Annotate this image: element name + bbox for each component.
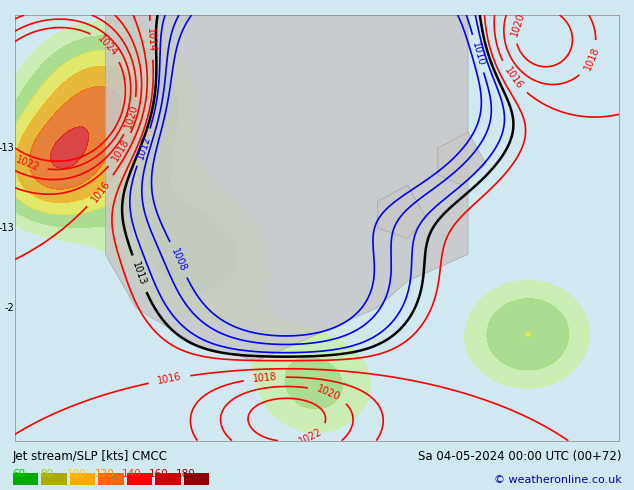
Text: 80: 80: [40, 469, 53, 479]
Text: 1008: 1008: [169, 246, 188, 273]
Text: 1018: 1018: [110, 137, 132, 163]
Text: 140: 140: [122, 469, 141, 479]
Text: 180: 180: [176, 469, 196, 479]
Text: 120: 120: [94, 469, 114, 479]
Text: Jet stream/SLP [kts] CMCC: Jet stream/SLP [kts] CMCC: [13, 450, 167, 463]
Text: 100: 100: [67, 469, 87, 479]
Text: 1012: 1012: [135, 134, 152, 160]
Text: 1020: 1020: [509, 11, 526, 38]
Text: 1022: 1022: [14, 155, 41, 173]
Text: 1016: 1016: [502, 65, 524, 91]
Text: © weatheronline.co.uk: © weatheronline.co.uk: [494, 475, 621, 485]
Text: -13: -13: [0, 143, 15, 153]
Text: 60: 60: [13, 469, 26, 479]
Text: Sa 04-05-2024 00:00 UTC (00+72): Sa 04-05-2024 00:00 UTC (00+72): [418, 450, 621, 463]
Text: 1013: 1013: [131, 261, 148, 287]
Text: 1018: 1018: [582, 46, 601, 72]
Text: -13: -13: [0, 223, 15, 233]
Text: 1024: 1024: [95, 33, 119, 58]
Text: 1020: 1020: [123, 103, 140, 129]
Text: 1010: 1010: [470, 41, 486, 67]
Text: -2: -2: [4, 303, 15, 313]
Text: 1016: 1016: [157, 372, 183, 387]
Text: 1016: 1016: [89, 178, 112, 204]
Text: 1022: 1022: [297, 427, 323, 447]
Text: 1018: 1018: [252, 372, 278, 384]
Text: 1020: 1020: [315, 384, 342, 402]
Text: 160: 160: [149, 469, 169, 479]
Text: 1014: 1014: [145, 28, 157, 53]
